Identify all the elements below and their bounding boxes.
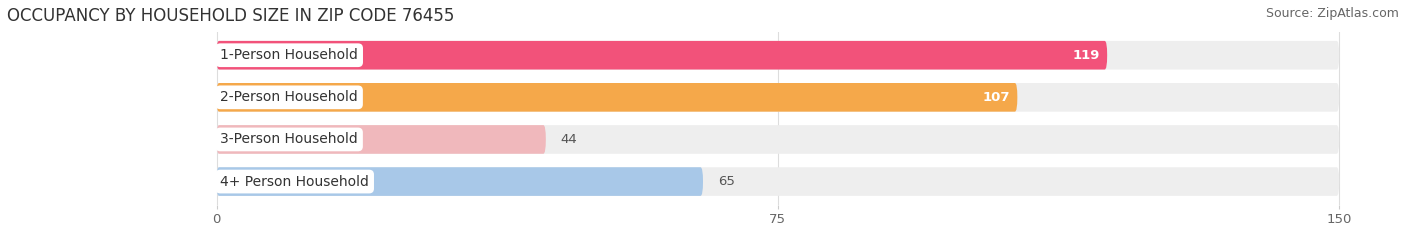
Text: Source: ZipAtlas.com: Source: ZipAtlas.com (1265, 7, 1399, 20)
Text: 44: 44 (561, 133, 578, 146)
Text: 107: 107 (983, 91, 1010, 104)
Text: 4+ Person Household: 4+ Person Household (221, 175, 370, 188)
FancyBboxPatch shape (217, 167, 1339, 196)
Text: 3-Person Household: 3-Person Household (221, 132, 359, 147)
FancyBboxPatch shape (217, 167, 703, 196)
FancyBboxPatch shape (217, 83, 1018, 112)
FancyBboxPatch shape (217, 41, 1107, 69)
FancyBboxPatch shape (217, 125, 546, 154)
Text: 1-Person Household: 1-Person Household (221, 48, 359, 62)
Text: 65: 65 (718, 175, 735, 188)
Text: 119: 119 (1073, 49, 1099, 62)
FancyBboxPatch shape (217, 41, 1339, 69)
FancyBboxPatch shape (217, 125, 1339, 154)
FancyBboxPatch shape (217, 83, 1339, 112)
Text: 2-Person Household: 2-Person Household (221, 90, 359, 104)
Text: OCCUPANCY BY HOUSEHOLD SIZE IN ZIP CODE 76455: OCCUPANCY BY HOUSEHOLD SIZE IN ZIP CODE … (7, 7, 454, 25)
